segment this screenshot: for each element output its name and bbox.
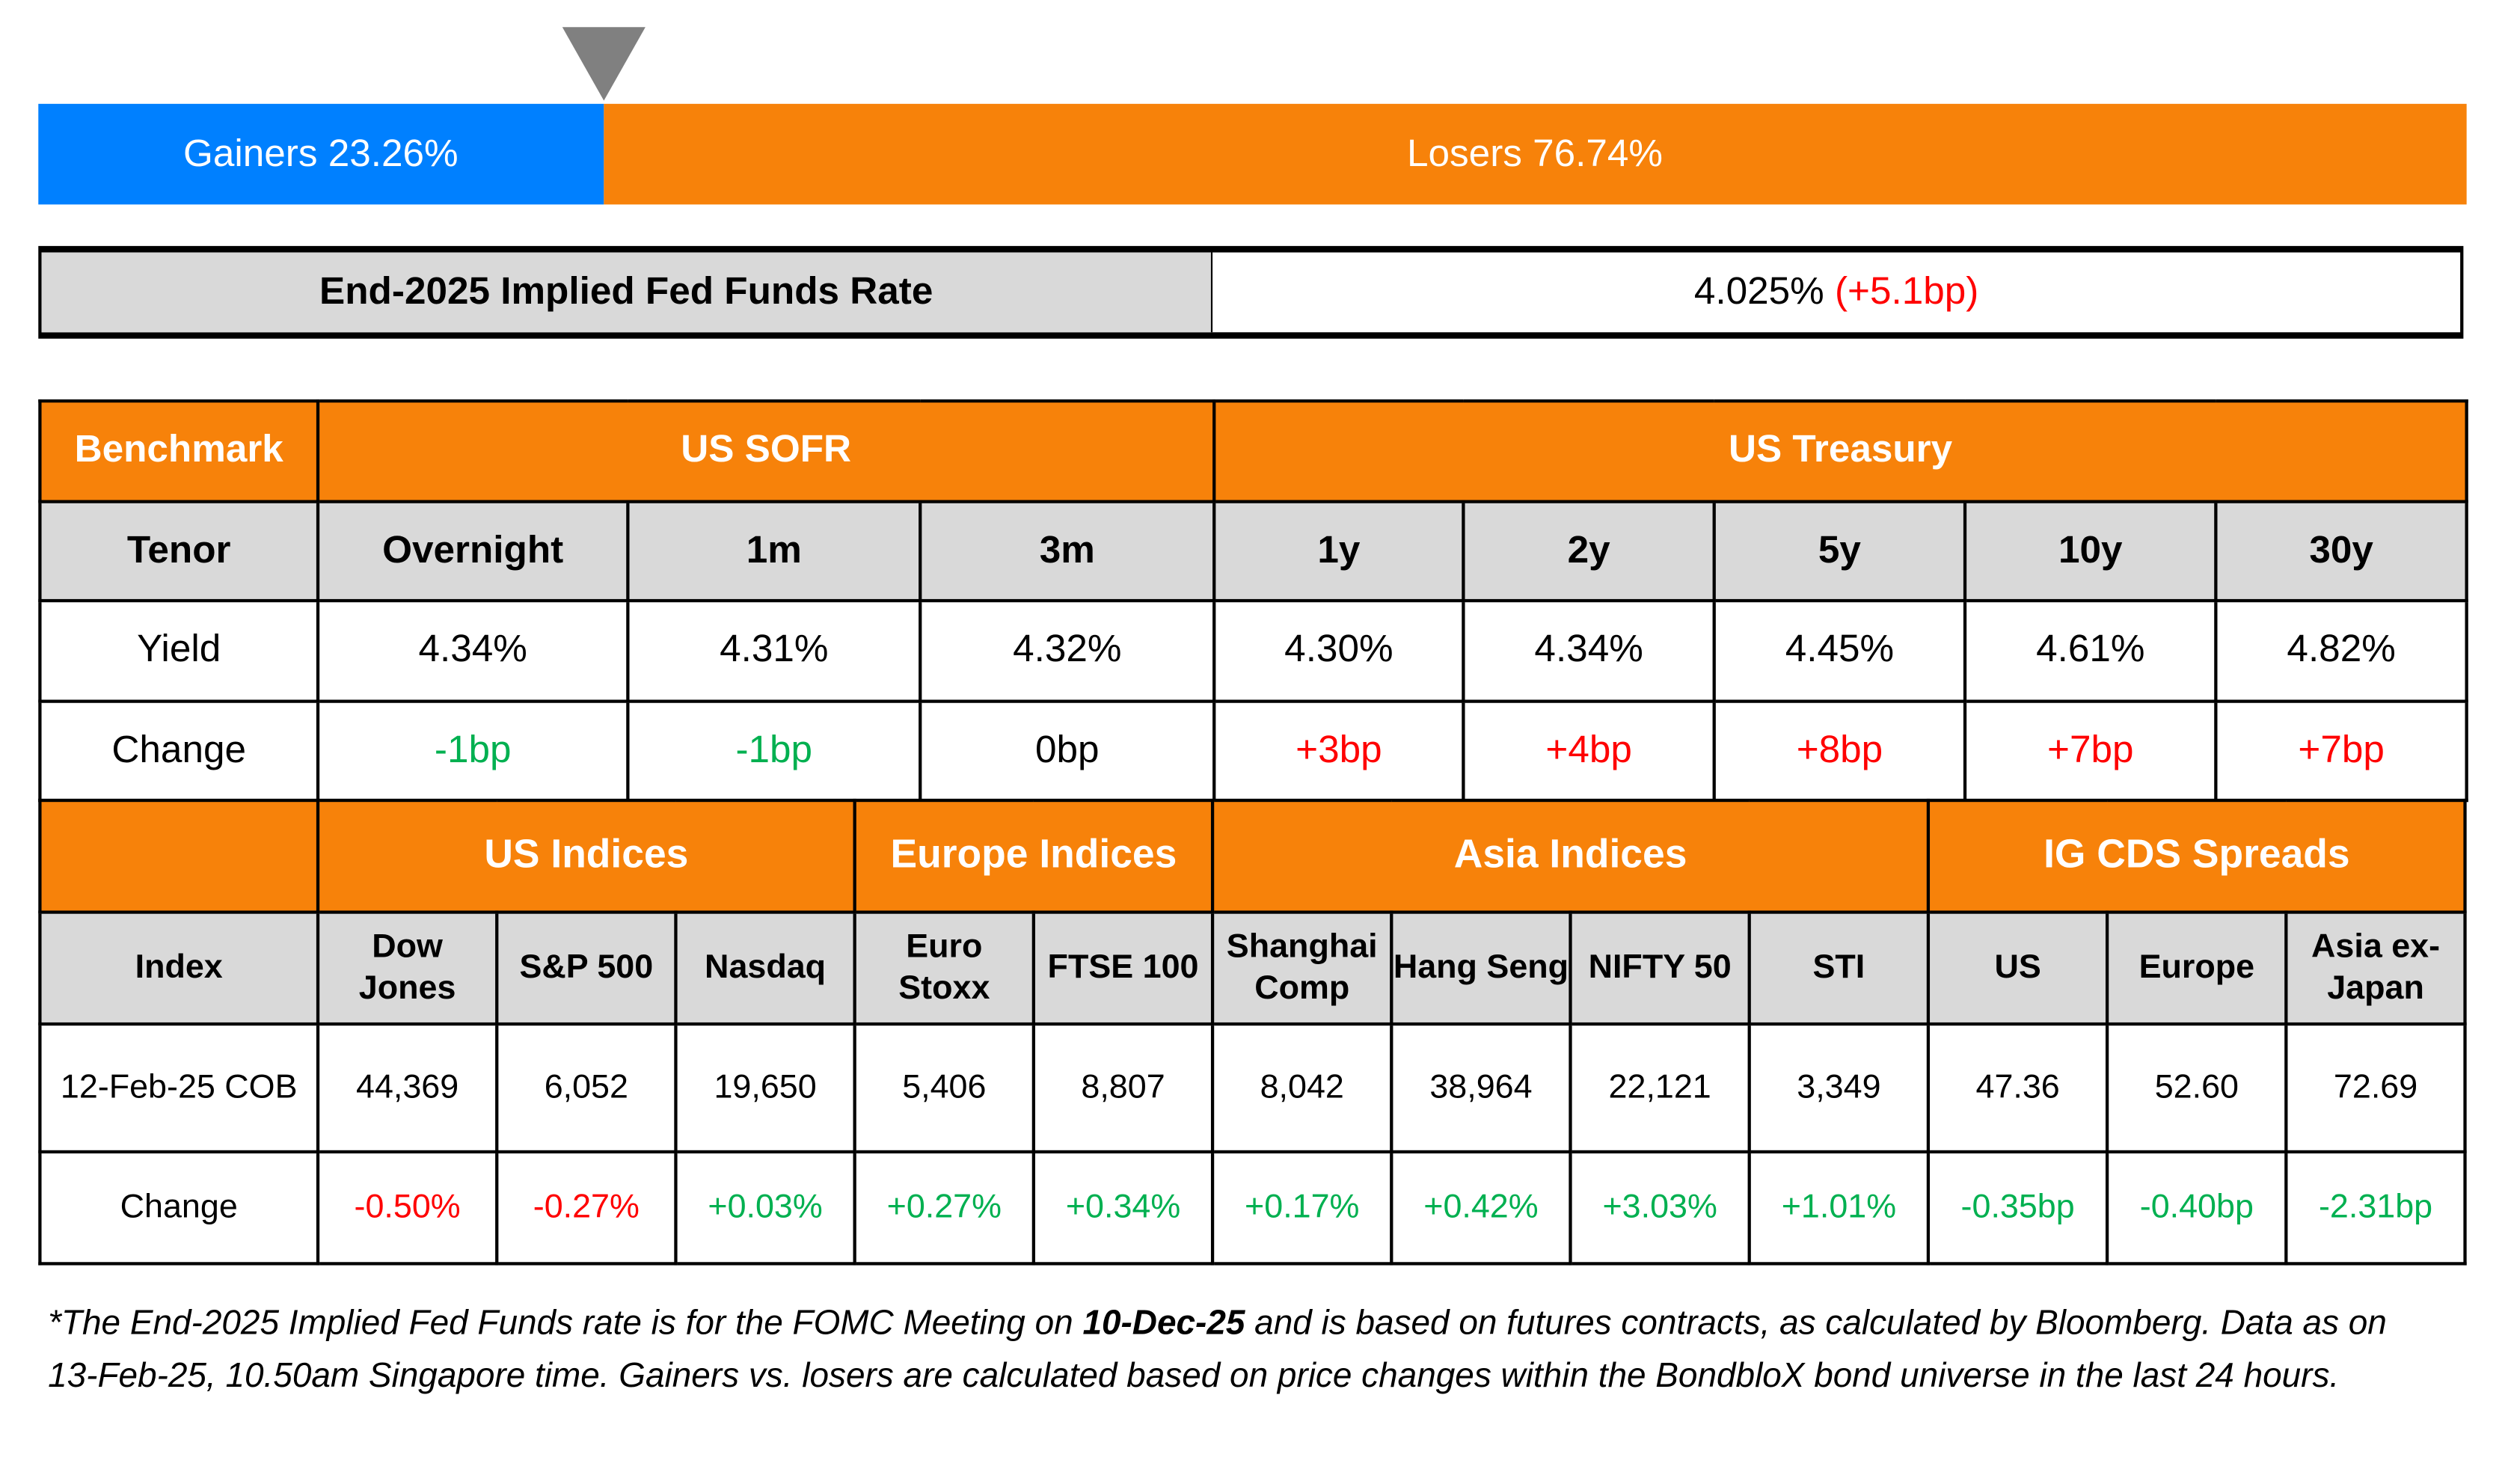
index-change-cell: -2.31bp [2284,1150,2467,1266]
index-name-header: S&P 500 [495,910,678,1026]
footnote: *The End-2025 Implied Fed Funds rate is … [48,1297,2444,1402]
yield-cell: 4.82% [2214,598,2468,702]
fed-funds-value: 4.025% [1693,269,1824,313]
rate-change-cell: +8bp [1712,699,1967,803]
treasury-header: US Treasury [1212,399,2468,503]
index-value-cell: 22,121 [1569,1022,1751,1154]
yield-cell: 4.45% [1712,598,1967,702]
index-change-cell: +1.01% [1747,1150,1931,1266]
yield-cell: 4.30% [1212,598,1465,702]
change-label: Change [38,1150,320,1266]
index-value-cell: 3,349 [1747,1022,1931,1154]
date-label: 12-Feb-25 COB [38,1022,320,1154]
index-name-header: NIFTY 50 [1569,910,1751,1026]
index-value-cell: 47.36 [1926,1022,2109,1154]
index-name-header: Asia ex-Japan [2284,910,2467,1026]
rate-change-cell: -1bp [626,699,922,803]
tenor-header: 5y [1712,499,1967,603]
index-value-cell: 8,042 [1211,1022,1393,1154]
rate-change-cell: -1bp [316,699,630,803]
tenor-header: 2y [1462,499,1716,603]
rates-table: Benchmark US SOFR US Treasury Tenor Overn… [38,399,2468,803]
yield-cell: 4.61% [1963,598,2218,702]
losers-segment: Losers 76.74% [603,103,2467,205]
indices-table: US Indices Europe Indices Asia Indices I… [38,798,2467,1266]
fed-funds-change: (+5.1bp) [1834,269,1979,313]
index-name-header: Europe [2106,910,2288,1026]
footnote-text: *The End-2025 Implied Fed Funds rate is … [48,1303,1083,1343]
index-change-cell: +0.17% [1211,1150,1393,1266]
index-change-cell: +0.42% [1390,1150,1572,1266]
yield-cell: 4.32% [919,598,1216,702]
tenor-header: 1m [626,499,922,603]
footnote-text-2: and is based on futures contracts, as ca… [48,1303,2387,1395]
rate-change-cell: +4bp [1462,699,1716,803]
tenor-header: 10y [1963,499,2218,603]
index-change-cell: +0.27% [853,1150,1036,1266]
tenor-header: Overnight [316,499,630,603]
breadth-marker-icon [561,27,645,101]
index-value-cell: 38,964 [1390,1022,1572,1154]
index-change-cell: +0.03% [674,1150,856,1266]
tenor-header: 3m [919,499,1216,603]
fed-funds-box: End-2025 Implied Fed Funds Rate 4.025% (… [38,245,2464,339]
gainers-segment: Gainers 23.26% [38,103,604,205]
index-name-header: Euro Stoxx [853,910,1036,1026]
blank-header [38,798,320,914]
index-name-header: Shanghai Comp [1211,910,1393,1026]
index-change-cell: -0.50% [316,1150,499,1266]
gainers-losers-bar: Gainers 23.26% Losers 76.74% [38,103,2467,205]
rate-change-cell: +7bp [1963,699,2218,803]
us-indices-header: US Indices [316,798,856,914]
europe-indices-header: Europe Indices [853,798,1215,914]
fed-funds-value-cell: 4.025% (+5.1bp) [1212,252,2460,332]
yield-label: Yield [38,598,320,702]
index-change-cell: -0.27% [495,1150,678,1266]
rate-change-cell: +7bp [2214,699,2468,803]
cds-header: IG CDS Spreads [1926,798,2467,914]
index-change-cell: +0.34% [1031,1150,1215,1266]
benchmark-header: Benchmark [38,399,320,503]
index-value-cell: 52.60 [2106,1022,2288,1154]
index-value-cell: 8,807 [1031,1022,1215,1154]
sofr-header: US SOFR [316,399,1216,503]
tenor-header: 1y [1212,499,1465,603]
tenor-header: 30y [2214,499,2468,603]
footnote-date: 10-Dec-25 [1082,1303,1245,1343]
index-change-cell: -0.35bp [1926,1150,2109,1266]
index-value-cell: 72.69 [2284,1022,2467,1154]
index-value-cell: 6,052 [495,1022,678,1154]
index-name-header: Dow Jones [316,910,499,1026]
index-name-header: FTSE 100 [1031,910,1215,1026]
index-value-cell: 19,650 [674,1022,856,1154]
yield-cell: 4.34% [316,598,630,702]
asia-indices-header: Asia Indices [1211,798,1931,914]
index-name-header: Nasdaq [674,910,856,1026]
index-name-header: US [1926,910,2109,1026]
index-value-cell: 44,369 [316,1022,499,1154]
yield-cell: 4.34% [1462,598,1716,702]
yield-cell: 4.31% [626,598,922,702]
index-change-cell: +3.03% [1569,1150,1751,1266]
tenor-label: Tenor [38,499,320,603]
rate-change-cell: +3bp [1212,699,1465,803]
rate-change-cell: 0bp [919,699,1216,803]
index-name-header: Hang Seng [1390,910,1572,1026]
index-value-cell: 5,406 [853,1022,1036,1154]
change-label: Change [38,699,320,803]
index-name-header: STI [1747,910,1931,1026]
index-label: Index [38,910,320,1026]
fed-funds-label: End-2025 Implied Fed Funds Rate [41,252,1213,333]
index-change-cell: -0.40bp [2106,1150,2288,1266]
